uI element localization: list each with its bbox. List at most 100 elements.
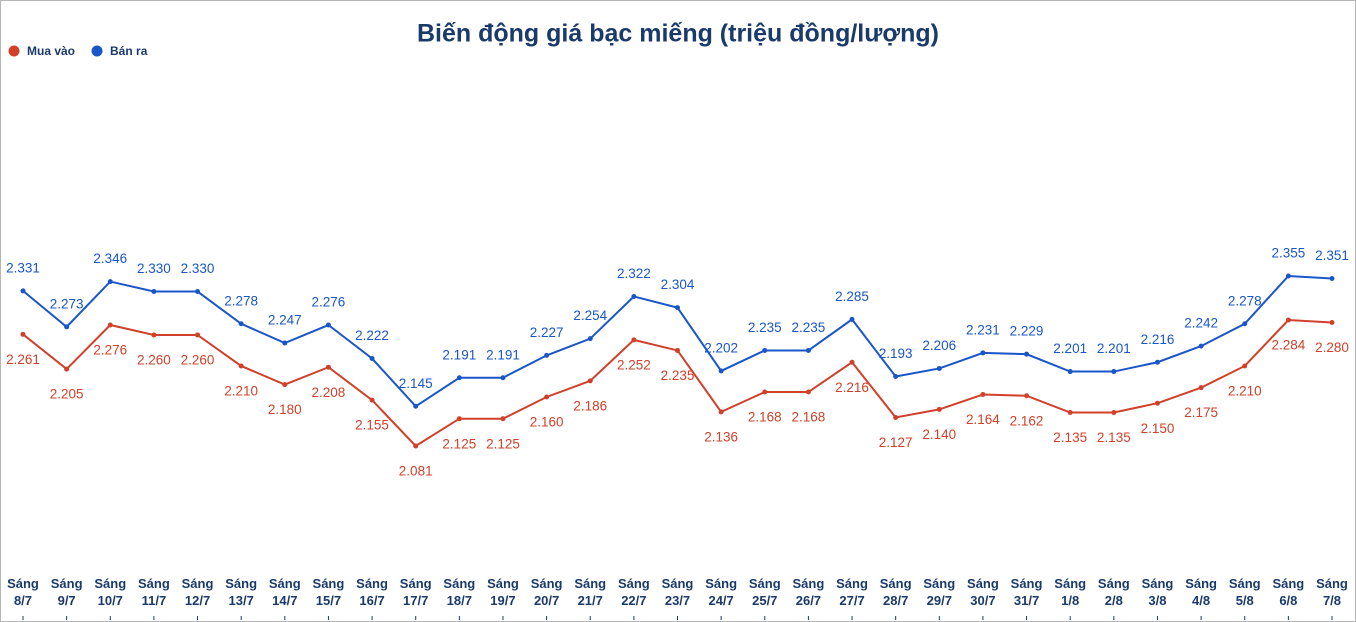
data-label: 2.252 [617,357,651,372]
data-label: 2.135 [1053,430,1087,445]
data-label: 2.330 [181,261,215,276]
data-label: 2.351 [1315,248,1349,263]
data-label: 2.216 [835,380,869,395]
data-point [718,409,724,415]
data-point [1329,320,1335,326]
x-tick-label: Sáng 10/7 [94,576,126,608]
data-point [762,347,768,353]
data-point [369,356,375,362]
data-label: 2.235 [792,320,826,335]
data-point [456,416,462,422]
data-point [1111,369,1117,375]
data-label: 2.276 [93,343,127,358]
data-point [805,347,811,353]
data-label: 2.216 [1141,332,1175,347]
data-label: 2.191 [442,347,476,362]
data-label: 2.145 [399,376,433,391]
data-label: 2.346 [93,251,127,266]
data-point [1242,321,1248,327]
data-label: 2.242 [1184,316,1218,331]
x-tick-label: Sáng 24/7 [705,576,737,608]
data-label: 2.136 [704,429,738,444]
x-tick-label: Sáng 23/7 [662,576,694,608]
data-label: 2.276 [312,295,346,310]
data-point [1242,363,1248,369]
data-label: 2.125 [442,436,476,451]
data-label: 2.150 [1141,421,1175,436]
x-tick-label: Sáng 2/8 [1098,576,1130,608]
data-point [1285,317,1291,323]
data-point [1067,409,1073,415]
x-tick-label: Sáng 31/7 [1011,576,1043,608]
data-point [282,340,288,346]
data-point [1329,275,1335,281]
data-point [20,288,26,294]
data-point [936,365,942,371]
data-point [1154,400,1160,406]
data-point [151,289,157,295]
x-tick-label: Sáng 29/7 [923,576,955,608]
data-label: 2.227 [530,325,564,340]
data-label: 2.160 [530,415,564,430]
data-label: 2.186 [573,398,607,413]
data-label: 2.331 [6,260,40,275]
data-point [1067,369,1073,375]
legend-marker [8,45,20,57]
data-label: 2.330 [137,261,171,276]
data-point [1198,385,1204,391]
x-tick-label: Sáng 14/7 [269,576,301,608]
data-point [893,414,899,420]
data-label: 2.210 [1228,384,1262,399]
data-point [20,331,26,337]
data-point [282,382,288,388]
data-point [325,322,331,328]
x-tick-label: Sáng 8/7 [7,576,39,608]
data-label: 2.201 [1053,341,1087,356]
data-label: 2.162 [1010,413,1044,428]
x-tick-label: Sáng 21/7 [574,576,606,608]
data-point [195,289,201,295]
data-label: 2.284 [1271,338,1305,353]
data-point [107,322,113,328]
x-tick-label: Sáng 6/8 [1272,576,1304,608]
data-point [718,368,724,374]
data-point [762,389,768,395]
data-point [587,336,593,342]
x-tick-label: Sáng 26/7 [793,576,825,608]
x-tick-label: Sáng 1/8 [1054,576,1086,608]
data-label: 2.125 [486,436,520,451]
data-label: 2.193 [879,346,913,361]
data-point [631,337,637,343]
data-point [413,403,419,409]
data-point [1111,409,1117,415]
data-point [325,364,331,370]
data-point [107,279,113,285]
data-point [675,305,680,311]
data-point [893,374,899,380]
data-point [1154,359,1160,365]
x-tick-label: Sáng 7/8 [1316,576,1348,608]
data-label: 2.208 [312,385,346,400]
data-point [980,392,986,398]
data-point [413,443,419,449]
data-label: 2.254 [573,308,607,323]
data-label: 2.235 [748,320,782,335]
data-point [151,332,157,338]
data-point [500,375,506,381]
x-tick-label: Sáng 16/7 [356,576,388,608]
data-point [238,363,244,369]
data-label: 2.135 [1097,430,1131,445]
data-label: 2.201 [1097,341,1131,356]
legend-label: Mua vào [27,44,75,58]
legend-label: Bán ra [110,44,148,58]
data-label: 2.260 [137,353,171,368]
data-label: 2.260 [181,353,215,368]
x-tick-label: Sáng 13/7 [225,576,257,608]
data-label: 2.280 [1315,340,1349,355]
x-tick-label: Sáng 12/7 [182,576,214,608]
data-point [805,389,811,395]
x-tick-label: Sáng 27/7 [836,576,868,608]
x-tick-label: Sáng 18/7 [443,576,475,608]
